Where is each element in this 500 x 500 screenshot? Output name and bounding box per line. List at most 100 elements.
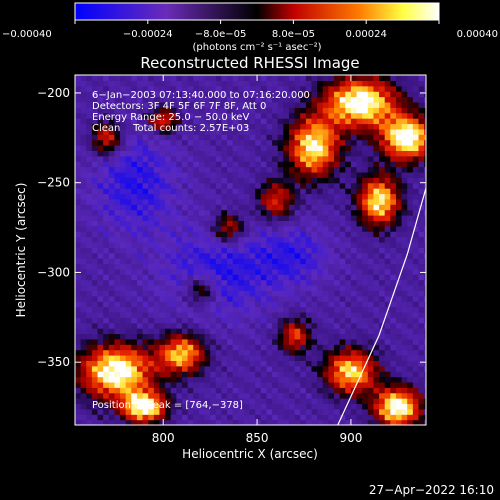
heatmap-cell [339, 301, 346, 308]
heatmap-cell [401, 252, 408, 259]
heatmap-cell [328, 317, 335, 324]
heatmap-cell [288, 231, 296, 238]
heatmap-cell [328, 258, 335, 265]
heatmap-cell [367, 392, 375, 399]
heatmap-cell [159, 220, 166, 227]
heatmap-cell [238, 155, 245, 162]
heatmap-cell [412, 134, 420, 141]
heatmap-cell [395, 188, 403, 195]
heatmap-cell [350, 150, 358, 157]
heatmap-cell [322, 188, 329, 195]
heatmap-cell [243, 392, 251, 399]
heatmap-cell [125, 355, 132, 361]
heatmap-cell [108, 75, 116, 81]
heatmap-cell [334, 279, 341, 286]
heatmap-cell [260, 381, 268, 388]
heatmap-cell [407, 171, 414, 178]
heatmap-cell [373, 209, 380, 216]
heatmap-cell [131, 128, 138, 135]
heatmap-cell [311, 123, 318, 130]
heatmap-cell [266, 274, 273, 281]
heatmap-cell [424, 252, 426, 259]
heatmap-cell [266, 317, 273, 324]
heatmap-cell [210, 236, 217, 243]
heatmap-cell [311, 91, 318, 98]
heatmap-cell [260, 301, 268, 308]
heatmap-cell [401, 231, 408, 238]
heatmap-cell [255, 338, 262, 345]
heatmap-cell [395, 118, 403, 125]
heatmap-cell [215, 355, 223, 361]
heatmap-cell [170, 80, 177, 87]
heatmap-cell [108, 96, 116, 103]
heatmap-cell [384, 220, 391, 227]
heatmap-cell [412, 241, 420, 248]
heatmap-cell [165, 317, 172, 324]
heatmap-cell [379, 274, 386, 281]
heatmap-cell [272, 258, 279, 265]
heatmap-cell [362, 215, 369, 221]
heatmap-cell [288, 371, 296, 378]
heatmap-cell [148, 419, 155, 425]
heatmap-cell [227, 209, 234, 216]
heatmap-cell [407, 306, 414, 313]
heatmap-cell [390, 209, 397, 216]
heatmap-cell [181, 128, 189, 135]
heatmap-cell [350, 182, 358, 189]
heatmap-cell [181, 333, 189, 340]
heatmap-cell [288, 398, 296, 405]
heatmap-cell [305, 317, 313, 324]
heatmap-cell [165, 112, 172, 119]
heatmap-cell [204, 247, 211, 254]
heatmap-cell [395, 333, 403, 340]
heatmap-cell [86, 91, 93, 98]
heatmap-cell [187, 360, 194, 367]
heatmap-cell [165, 171, 172, 178]
heatmap-cell [407, 392, 414, 399]
heatmap-cell [181, 155, 189, 162]
heatmap-cell [350, 274, 358, 281]
heatmap-cell [339, 101, 346, 108]
heatmap-cell [401, 225, 408, 232]
heatmap-cell [424, 247, 426, 254]
heatmap-cell [283, 322, 290, 329]
heatmap-cell [345, 118, 352, 125]
heatmap-cell [170, 419, 177, 425]
heatmap-cell [142, 317, 149, 324]
heatmap-cell [322, 225, 329, 232]
heatmap-cell [204, 188, 211, 195]
heatmap-cell [367, 118, 375, 125]
heatmap-cell [334, 75, 341, 81]
heatmap-cell [317, 290, 324, 297]
heatmap-cell [170, 96, 177, 103]
heatmap-cell [367, 145, 375, 151]
heatmap-cell [412, 376, 420, 383]
heatmap-cell [210, 311, 217, 318]
heatmap-cell [238, 215, 245, 221]
heatmap-cell [272, 322, 279, 329]
heatmap-cell [395, 258, 403, 265]
heatmap-cell [181, 279, 189, 286]
heatmap-cell [356, 279, 363, 286]
heatmap-cell [367, 215, 375, 221]
heatmap-cell [142, 355, 149, 361]
heatmap-cell [367, 161, 375, 168]
heatmap-cell [401, 311, 408, 318]
heatmap-cell [300, 220, 307, 227]
heatmap-cell [187, 91, 194, 98]
heatmap-cell [345, 392, 352, 399]
heatmap-cell [300, 182, 307, 189]
heatmap-cell [272, 145, 279, 151]
heatmap-cell [345, 85, 352, 92]
heatmap-cell [407, 301, 414, 308]
heatmap-cell [86, 177, 93, 184]
heatmap-cell [277, 258, 284, 265]
heatmap-cell [243, 333, 251, 340]
heatmap-cell [249, 145, 256, 151]
heatmap-cell [204, 198, 211, 205]
heatmap-cell [294, 311, 301, 318]
plot-area [75, 75, 426, 425]
heatmap-cell [328, 204, 335, 211]
heatmap-cell [373, 290, 380, 297]
heatmap-cell [412, 365, 420, 372]
